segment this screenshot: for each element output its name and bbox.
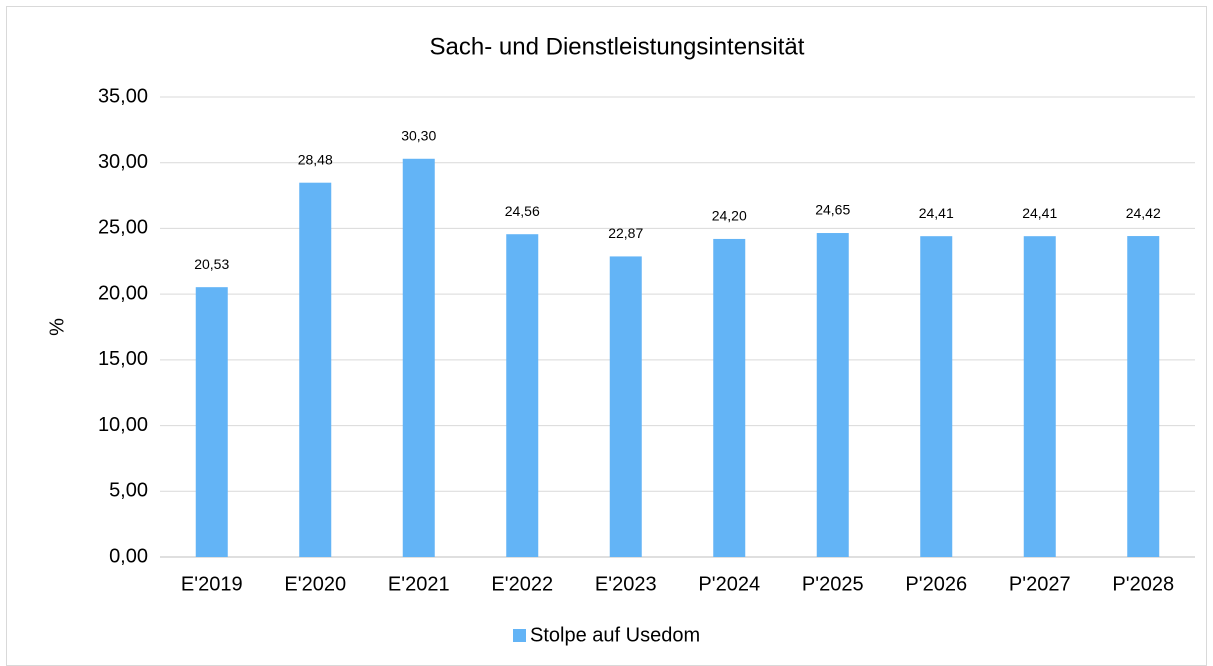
bar xyxy=(299,182,332,558)
x-tick-label: P'2027 xyxy=(1009,573,1071,595)
x-tick-label: E'2020 xyxy=(284,573,346,595)
y-tick-label: 20,00 xyxy=(98,282,148,304)
data-label: 30,30 xyxy=(401,127,436,143)
bar xyxy=(195,287,228,557)
data-label: 24,56 xyxy=(505,203,540,219)
x-tick-label: E'2022 xyxy=(491,573,553,595)
data-label: 24,20 xyxy=(712,208,747,224)
x-tick-label: E'2021 xyxy=(388,573,450,595)
y-tick-label: 5,00 xyxy=(109,480,148,502)
x-tick-label: P'2024 xyxy=(698,573,760,595)
bar xyxy=(402,158,435,557)
legend-swatch xyxy=(513,629,526,642)
legend-label: Stolpe auf Usedom xyxy=(530,624,700,646)
y-tick-label: 35,00 xyxy=(98,85,148,107)
data-label: 28,48 xyxy=(298,151,333,167)
bar xyxy=(816,233,849,557)
bar xyxy=(920,236,953,557)
x-tick-label: P'2026 xyxy=(905,573,967,595)
bar xyxy=(609,256,642,557)
data-label: 24,65 xyxy=(815,202,850,218)
y-tick-label: 15,00 xyxy=(98,348,148,370)
y-axis-label: % xyxy=(46,318,68,336)
y-tick-label: 30,00 xyxy=(98,151,148,173)
x-tick-label: E'2023 xyxy=(595,573,657,595)
y-tick-label: 25,00 xyxy=(98,217,148,239)
bar xyxy=(1023,236,1056,557)
y-tick-label: 0,00 xyxy=(109,545,148,567)
x-tick-label: P'2028 xyxy=(1112,573,1174,595)
data-label: 20,53 xyxy=(194,256,229,272)
bar xyxy=(713,238,746,557)
x-tick-label: P'2025 xyxy=(802,573,864,595)
data-label: 24,42 xyxy=(1126,205,1161,221)
data-label: 24,41 xyxy=(919,205,954,221)
y-tick-label: 10,00 xyxy=(98,414,148,436)
x-tick-label: E'2019 xyxy=(181,573,243,595)
bar xyxy=(1127,236,1160,557)
bar xyxy=(506,234,539,557)
data-label: 22,87 xyxy=(608,225,643,241)
data-label: 24,41 xyxy=(1022,205,1057,221)
chart-title: Sach- und Dienstleistungsintensität xyxy=(430,33,805,60)
